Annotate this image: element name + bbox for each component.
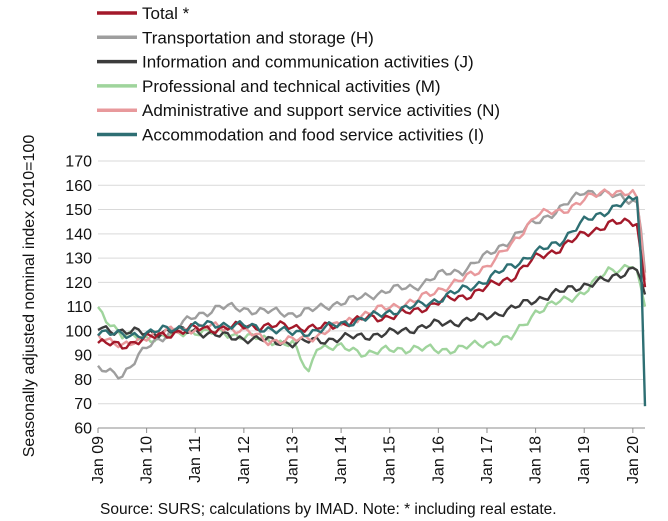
y-tick-label: 70 <box>74 396 92 413</box>
x-tick-label: Jan 17 <box>479 436 496 484</box>
legend-label: Administrative and support service activ… <box>142 101 500 120</box>
x-tick-label: Jan 16 <box>430 436 447 484</box>
source-note: Source: SURS; calculations by IMAD. Note… <box>100 501 557 518</box>
y-tick-label: 150 <box>65 202 92 219</box>
y-axis-title: Seasonally adjusted nominal index 2010=1… <box>21 135 38 458</box>
series-line-0 <box>97 217 647 350</box>
legend: Total * Transportation and storage (H) Inf… <box>97 4 500 145</box>
x-axis: Jan 09 Jan 10 Jan 11 Jan 12 Jan 13 Jan 14 Jan … <box>90 427 645 484</box>
x-tick-label: Jan 11 <box>187 436 204 483</box>
series-line-5 <box>97 195 647 407</box>
x-tick-label: Jan 12 <box>236 436 253 484</box>
y-tick-label: 60 <box>74 421 92 438</box>
legend-label: Professional and technical activities (M… <box>142 77 441 96</box>
y-tick-label: 80 <box>74 372 92 389</box>
y-tick-label: 90 <box>74 348 92 365</box>
legend-label: Total * <box>142 4 190 23</box>
y-tick-label: 120 <box>65 275 92 292</box>
y-tick-label: 170 <box>65 154 92 171</box>
x-tick-label: Jan 20 <box>625 436 642 484</box>
x-tick-label: Jan 09 <box>90 436 107 484</box>
x-tick-label: Jan 19 <box>576 436 593 484</box>
series-line-1 <box>97 189 647 380</box>
legend-label: Information and communication activities… <box>142 53 474 72</box>
x-tick-label: Jan 14 <box>333 436 350 484</box>
y-tick-label: 130 <box>65 251 92 268</box>
x-tick-label: Jan 10 <box>139 436 156 484</box>
y-tick-label: 110 <box>66 299 92 316</box>
x-tick-label: Jan 15 <box>382 436 399 484</box>
y-tick-label: 160 <box>65 178 92 195</box>
x-tick-label: Jan 18 <box>528 436 545 484</box>
y-tick-label: 100 <box>65 323 92 340</box>
series-line-4 <box>96 188 647 349</box>
legend-label: Accommodation and food service activitie… <box>142 126 484 145</box>
series-lines <box>96 188 647 407</box>
gridlines <box>98 160 645 429</box>
y-axis-ticks: 60 70 80 90 100 110 120 130 140 150 160 170 <box>65 154 92 438</box>
legend-label: Transportation and storage (H) <box>142 28 374 47</box>
y-tick-label: 140 <box>65 226 92 243</box>
x-tick-label: Jan 13 <box>284 436 301 484</box>
